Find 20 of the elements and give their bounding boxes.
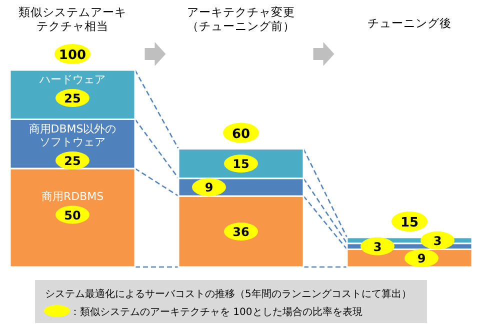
data-label: 50 (64, 208, 81, 222)
text: システム最適化によるサーバコストの推移（5年間のランニングコストにて算出） (45, 288, 412, 300)
text: ：類似システムのアーキテクチャを 100とした場合の比率を表現 (70, 306, 362, 318)
x-tick-label: チューニング後 (368, 16, 452, 30)
total-label: 60 (232, 126, 250, 142)
data-label: 3 (373, 240, 382, 254)
x-tick-label: 類似システムアーキテクチャ相当 (18, 5, 126, 33)
data-label: 3 (433, 234, 442, 248)
data-label: 25 (64, 92, 81, 106)
x-tick-label: アーキテクチャ変更（チューニング前） (187, 5, 295, 33)
data-label: 9 (417, 252, 426, 266)
total-label: 100 (58, 48, 86, 63)
data-label: 15 (232, 157, 250, 172)
series-label: ハードウェア (38, 73, 106, 86)
data-label: 25 (64, 154, 81, 168)
total-label: 15 (400, 215, 419, 230)
data-label: 36 (232, 225, 250, 240)
series-label: 商用RDBMS (41, 190, 104, 203)
series-label: 商用DBMS以外のソフトウェア (28, 122, 116, 148)
data-label: 9 (204, 180, 214, 195)
